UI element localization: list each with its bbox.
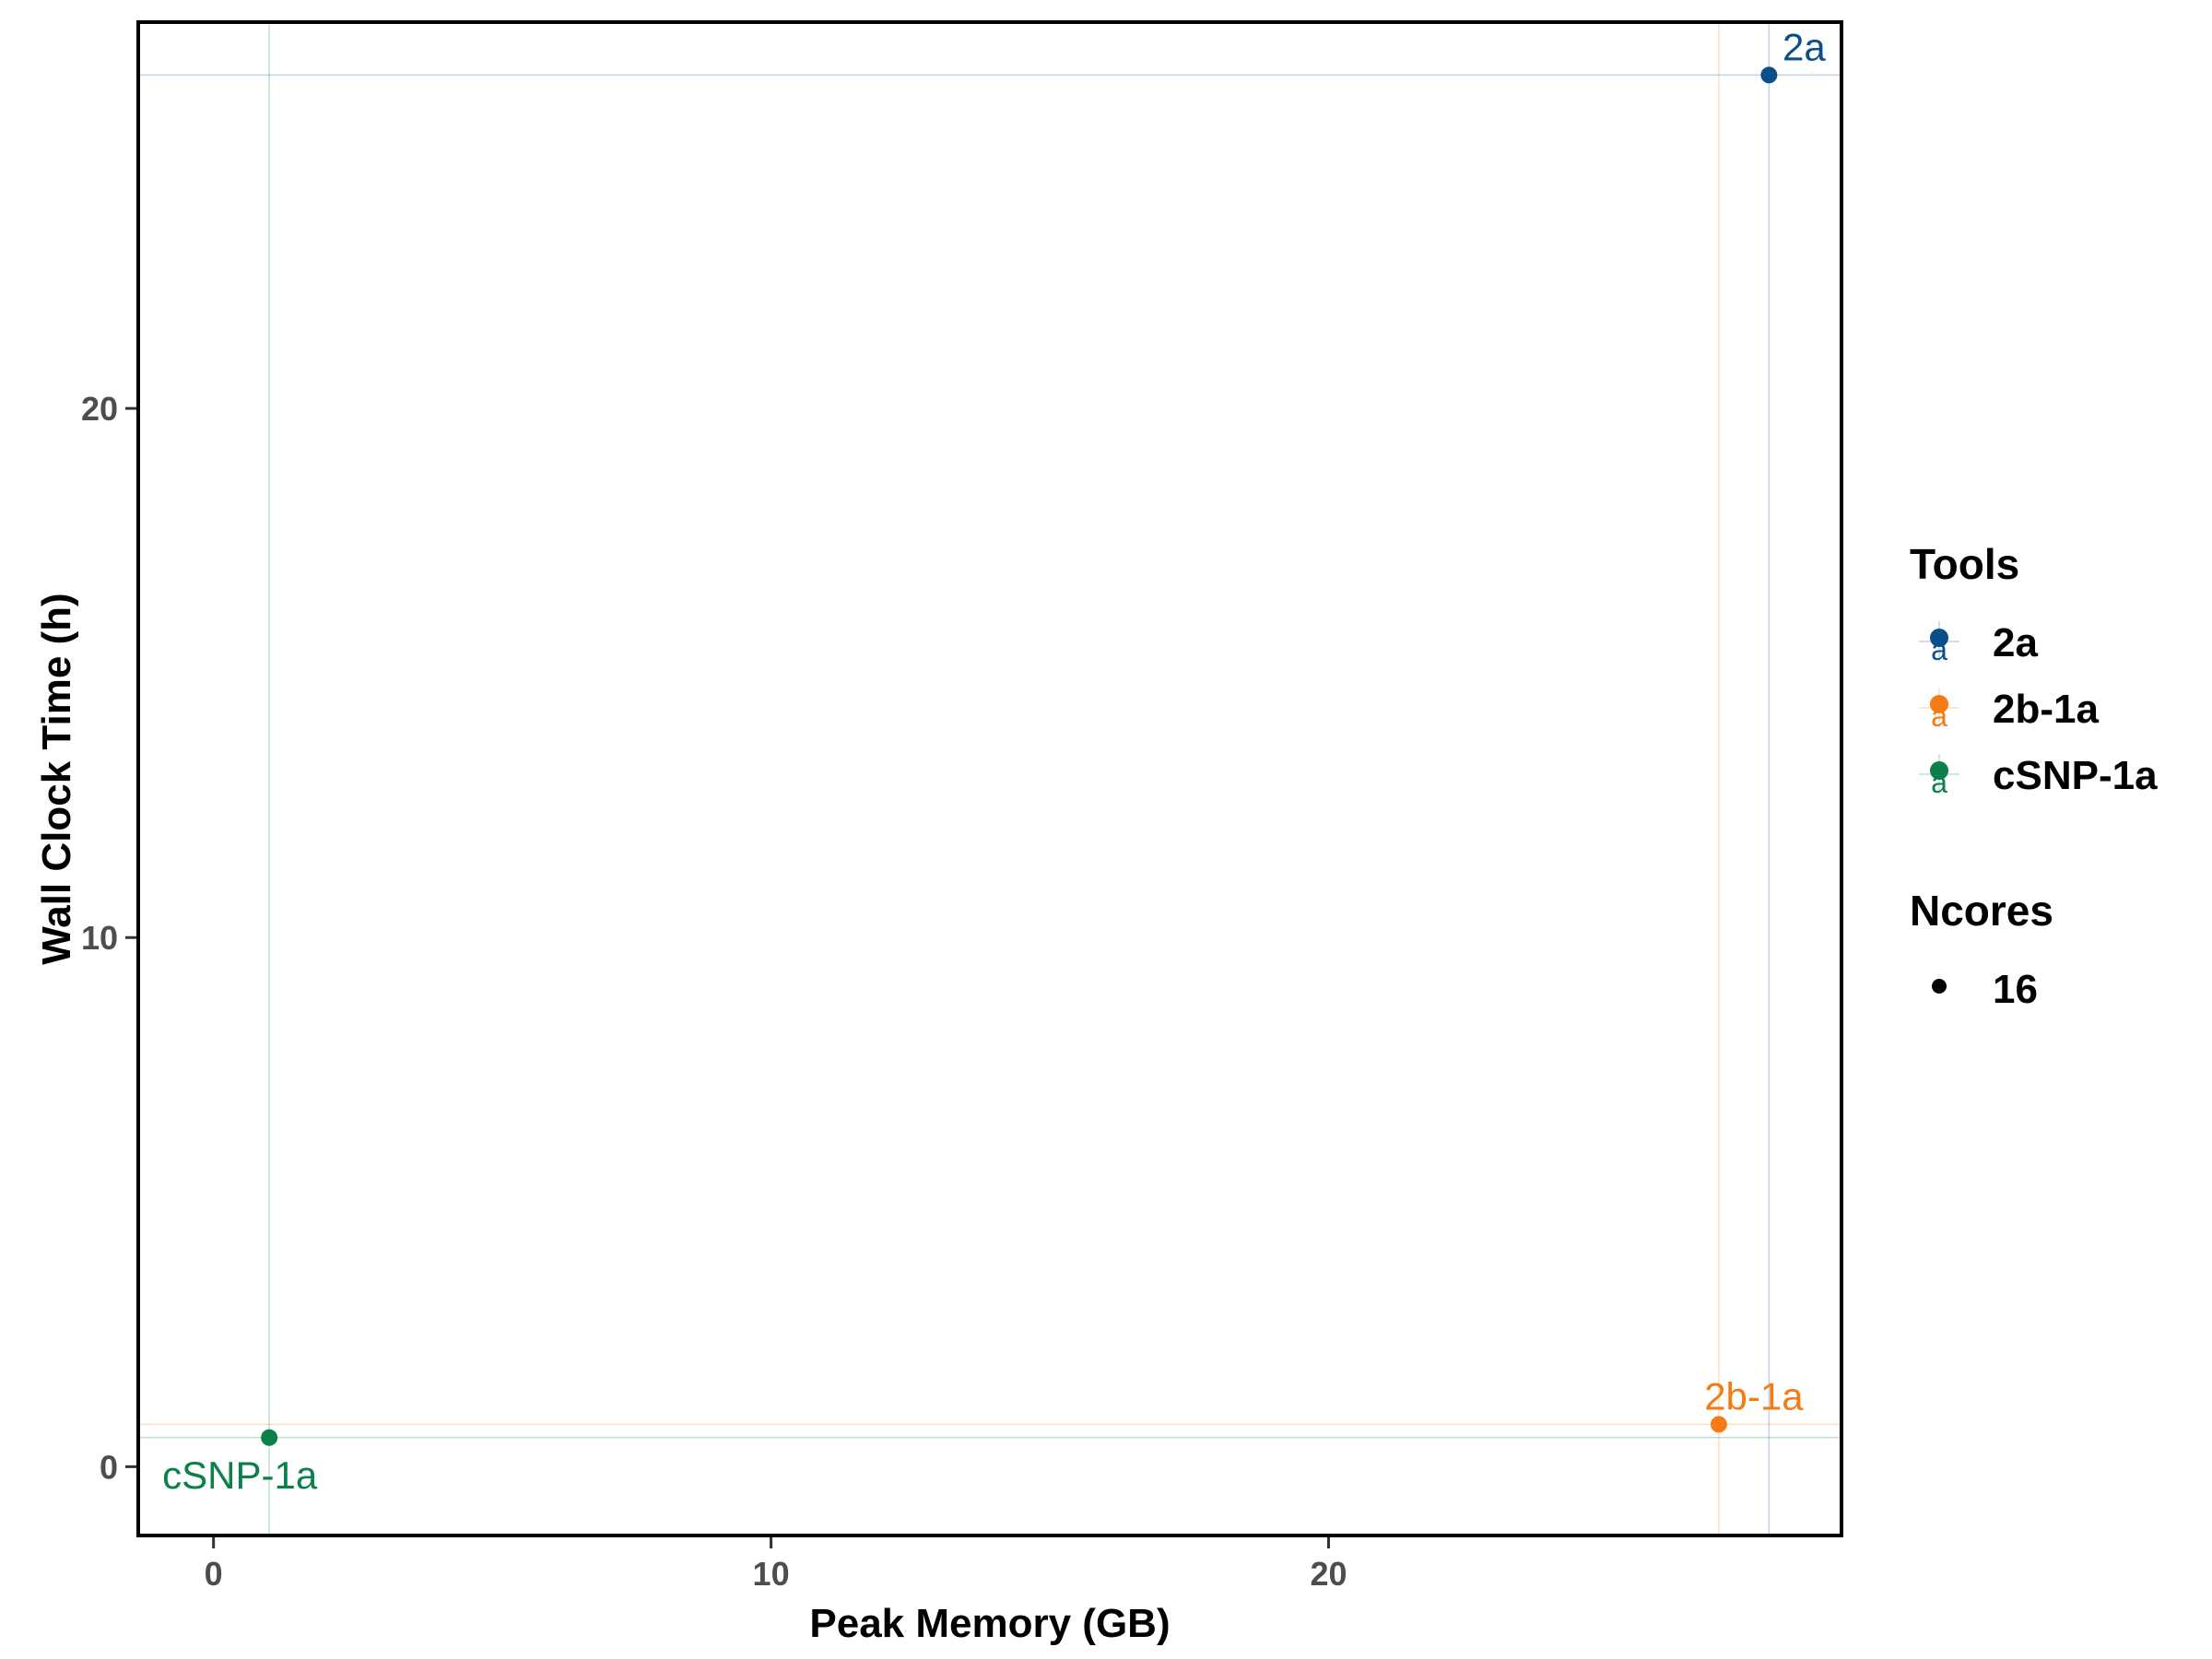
data-point (261, 1429, 278, 1446)
data-point-label: cSNP-1a (162, 1453, 318, 1497)
legend-key-text-glyph: a (1931, 766, 1947, 799)
x-tick-label: 0 (205, 1555, 223, 1593)
legend-key-point (1930, 629, 1948, 647)
legend-key-text-glyph: a (1931, 700, 1947, 733)
x-axis-ticks: 0 10 20 (205, 1537, 1347, 1593)
y-axis-ticks: 0 10 20 (81, 390, 136, 1486)
legend-title-tools: Tools (1910, 540, 2019, 588)
data-point-labels: 2a 2b-1a cSNP-1a (162, 25, 1826, 1496)
x-tick-label: 10 (753, 1555, 790, 1593)
data-point (1710, 1416, 1727, 1433)
legend-key-text-glyph: a (1931, 633, 1947, 666)
data-point-label: 2a (1783, 25, 1826, 68)
data-point (1760, 66, 1778, 84)
y-tick-label: 20 (81, 390, 118, 428)
y-tick-label: 10 (81, 919, 118, 957)
legend: Tools a 2a a 2b-1a a cSNP-1a Ncores 16 (1910, 540, 2158, 1012)
x-tick-label: 20 (1310, 1555, 1347, 1593)
data-points (261, 66, 1778, 1446)
legend-tools-entries: a 2a a 2b-1a a cSNP-1a (1919, 620, 2158, 799)
legend-label: 2b-1a (1993, 687, 2099, 732)
legend-label: 16 (1993, 967, 2038, 1012)
legend-key-point (1930, 761, 1948, 780)
data-point-label: 2b-1a (1704, 1374, 1804, 1418)
y-axis-title: Wall Clock Time (h) (34, 593, 79, 964)
y-tick-label: 0 (100, 1448, 118, 1486)
legend-key-point (1932, 979, 1947, 994)
legend-title-ncores: Ncores (1910, 887, 2053, 935)
legend-ncores-entries: 16 (1932, 967, 2038, 1012)
legend-label: 2a (1993, 620, 2038, 665)
legend-label: cSNP-1a (1993, 753, 2158, 798)
legend-key-point (1930, 695, 1948, 713)
x-axis-title: Peak Memory (GB) (809, 1601, 1170, 1646)
plot-panel-border (136, 20, 1843, 1537)
reference-lines (138, 22, 1841, 1535)
